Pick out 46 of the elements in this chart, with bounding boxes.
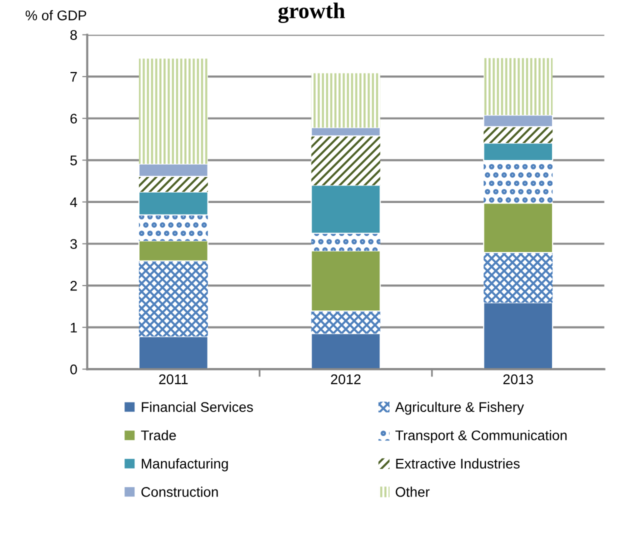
bar xyxy=(484,160,553,204)
bar xyxy=(484,126,553,144)
bar xyxy=(483,114,554,128)
bar xyxy=(138,176,208,192)
legend-label: Trade xyxy=(141,430,176,440)
bar xyxy=(310,184,381,234)
legend-label: Agriculture & Fishery xyxy=(395,402,524,415)
legend-label: Manufacturing xyxy=(142,458,228,472)
x-tick-label: 2013 xyxy=(503,374,533,384)
bar xyxy=(484,58,553,116)
bar xyxy=(311,311,380,334)
y-tick-label: 5 xyxy=(70,156,77,166)
bar xyxy=(138,240,208,262)
legend-label: Financial Services xyxy=(142,402,253,412)
bar xyxy=(483,202,554,254)
bar xyxy=(138,214,208,241)
bar xyxy=(483,142,554,162)
bar xyxy=(311,73,380,128)
bar xyxy=(138,163,208,178)
y-tick-label: 3 xyxy=(70,239,77,249)
bar xyxy=(310,250,381,312)
y-tick-label: 6 xyxy=(70,114,77,124)
bar xyxy=(483,302,554,370)
y-tick-label: 4 xyxy=(70,197,78,207)
legend-label: Construction xyxy=(141,486,218,497)
legend-label: Other xyxy=(396,486,430,497)
y-tick-label: 0 xyxy=(70,364,77,374)
x-tick-label: 2012 xyxy=(331,374,361,384)
bar xyxy=(484,252,553,303)
bar xyxy=(138,336,208,370)
bar xyxy=(138,191,208,216)
chart-title: growth xyxy=(278,2,345,23)
bar xyxy=(138,260,208,337)
y-tick-label: 7 xyxy=(70,72,77,82)
bar xyxy=(310,127,381,136)
y-tick-label: 1 xyxy=(70,322,77,332)
bar xyxy=(310,333,381,370)
bar xyxy=(311,233,380,251)
y-tick-label: 8 xyxy=(70,30,77,40)
y-axis-title: % of GDP xyxy=(26,10,86,20)
bar xyxy=(138,58,208,164)
bar xyxy=(311,136,380,186)
legend-label: Transport & Communication xyxy=(395,430,567,444)
y-tick-label: 2 xyxy=(70,280,77,291)
x-tick-label: 2011 xyxy=(159,374,188,384)
legend-label: Extractive Industries xyxy=(396,458,520,469)
